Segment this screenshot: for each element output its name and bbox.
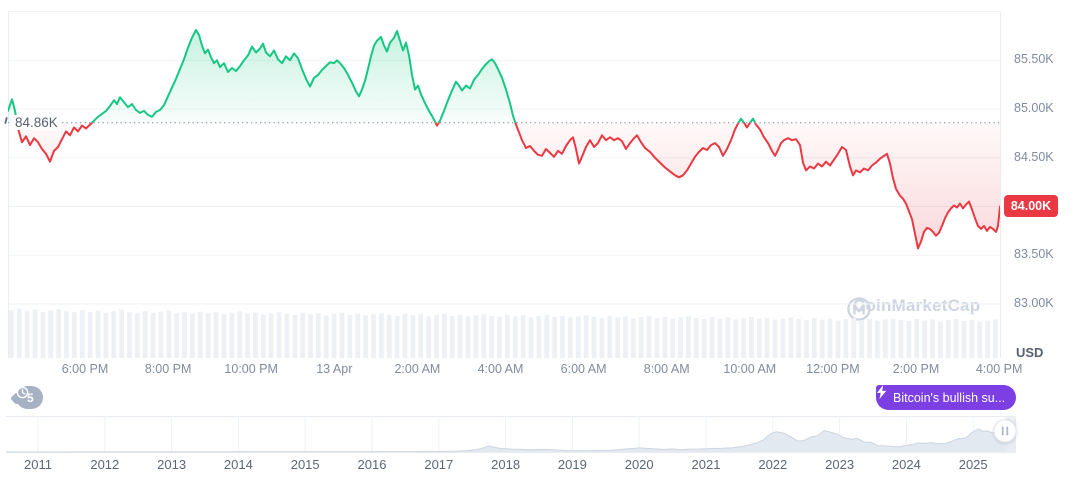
- x-axis-tick-10-00-AM: 10:00 AM: [723, 362, 777, 376]
- navigator-year-2015: 2015: [290, 457, 320, 472]
- timeline-navigator-canvas[interactable]: [0, 405, 1072, 477]
- navigator-year-2021: 2021: [691, 457, 721, 472]
- navigator-year-2024: 2024: [891, 457, 921, 472]
- baseline-price-label: 84.86K: [12, 115, 61, 130]
- y-axis-tick-85.00K: 85.00K: [1014, 101, 1054, 115]
- navigator-year-2023: 2023: [825, 457, 855, 472]
- y-axis-tick-84.50K: 84.50K: [1014, 149, 1054, 164]
- navigator-year-2020: 2020: [624, 457, 654, 472]
- price-chart-canvas[interactable]: [0, 0, 1072, 405]
- x-axis-tick-12-00-PM: 12:00 PM: [806, 362, 860, 376]
- history-annotations-badge[interactable]: 5: [16, 386, 43, 409]
- y-axis-tick-85.50K: 85.50K: [1014, 52, 1054, 67]
- navigator-year-2019: 2019: [557, 457, 587, 472]
- x-axis-tick-6-00-AM: 6:00 AM: [560, 362, 607, 376]
- news-annotation-badge[interactable]: Bitcoin's bullish su...: [876, 385, 1017, 410]
- currency-unit-label: USD: [1016, 345, 1044, 360]
- x-axis-tick-10-00-PM: 10:00 PM: [224, 362, 278, 376]
- y-axis-tick-83.50K: 83.50K: [1014, 247, 1054, 262]
- x-axis-tick-4-00-PM: 4:00 PM: [975, 362, 1023, 376]
- navigator-year-2013: 2013: [157, 457, 187, 472]
- x-axis-tick-13-Apr: 13 Apr: [316, 362, 353, 376]
- navigator-year-2011: 2011: [24, 457, 52, 472]
- navigator-year-2016: 2016: [357, 457, 387, 472]
- y-axis-tick-83.00K: 83.00K: [1014, 296, 1054, 310]
- x-axis-tick-2-00-AM: 2:00 AM: [394, 362, 441, 376]
- x-axis-tick-8-00-PM: 8:00 PM: [144, 362, 192, 376]
- navigator-resize-handle[interactable]: [993, 419, 1017, 443]
- watermark-text: CoinMarketCap: [853, 296, 981, 315]
- navigator-year-2025: 2025: [958, 457, 988, 472]
- navigator-year-2022: 2022: [758, 457, 788, 472]
- navigator-year-2017: 2017: [424, 457, 454, 472]
- navigator-year-2012: 2012: [90, 457, 120, 472]
- current-price-badge: 84.00K: [1004, 195, 1058, 217]
- history-annotations-count: 5: [27, 390, 34, 405]
- navigator-year-2014: 2014: [223, 457, 253, 472]
- x-axis-tick-4-00-AM: 4:00 AM: [477, 362, 524, 376]
- navigator-year-2018: 2018: [491, 457, 521, 472]
- x-axis-tick-8-00-AM: 8:00 AM: [643, 362, 690, 376]
- news-annotation-label: Bitcoin's bullish su...: [893, 390, 1006, 405]
- x-axis-tick-2-00-PM: 2:00 PM: [892, 362, 940, 376]
- x-axis-tick-6-00-PM: 6:00 PM: [61, 362, 109, 376]
- watermark: CoinMarketCap: [846, 296, 981, 321]
